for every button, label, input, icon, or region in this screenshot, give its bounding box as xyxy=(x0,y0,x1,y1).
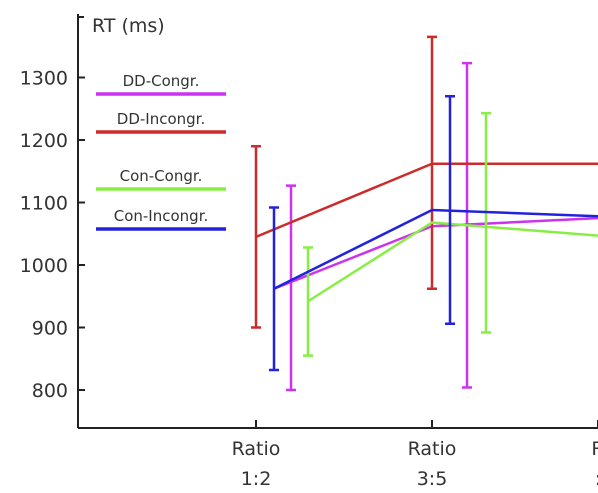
error-bar xyxy=(303,246,313,357)
series-line-dd-congr xyxy=(273,216,598,290)
y-tick-label: 1200 xyxy=(20,130,68,152)
x-tick-label-sub: 1:2 xyxy=(241,468,272,490)
error-bar xyxy=(481,111,491,334)
error-bar xyxy=(445,95,455,325)
x-tick-label: Ratio xyxy=(232,438,281,460)
y-tick-label: 1300 xyxy=(20,68,68,90)
y-tick-label: 800 xyxy=(32,380,68,402)
y-tick-label: 1000 xyxy=(20,255,68,277)
error-bar xyxy=(269,206,279,372)
error-bar xyxy=(251,145,261,329)
legend: DD-Congr. DD-Incongr. Con-Congr. Con-Incong… xyxy=(96,72,226,231)
y-tick-label: 900 xyxy=(32,318,68,340)
y-axis-title: RT (ms) xyxy=(92,15,165,37)
error-bar xyxy=(427,35,437,290)
legend-label: Con-Congr. xyxy=(120,167,203,185)
legend-label: Con-Incongr. xyxy=(114,207,209,225)
x-tick-label: Ratio xyxy=(408,438,457,460)
x-tick-label-sub: 3:5 xyxy=(417,468,448,490)
series-layer xyxy=(251,35,598,392)
x-tick-label: R xyxy=(591,438,598,460)
legend-label: DD-Incongr. xyxy=(117,110,205,128)
y-tick-label: 1100 xyxy=(20,193,68,215)
x-tick-label-sub: : xyxy=(595,468,598,490)
error-bar xyxy=(286,184,296,392)
series-line-con-incongr xyxy=(273,208,598,290)
axes: 800 900 1000 1100 1200 1300 Ratio 1:2 Ratio 3:5 R: xyxy=(20,14,598,490)
legend-label: DD-Congr. xyxy=(123,72,200,90)
series-line-con-congr xyxy=(307,221,598,303)
